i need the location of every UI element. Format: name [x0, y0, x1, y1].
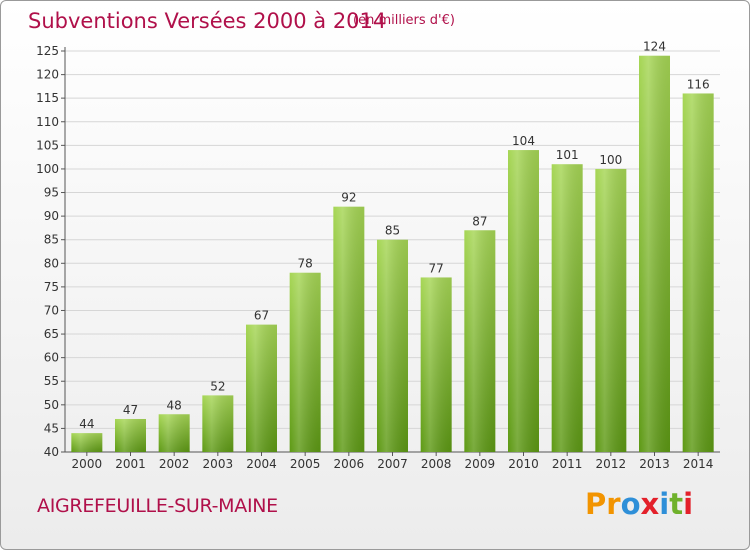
- bar-shine: [115, 418, 146, 452]
- x-tick-label: 2004: [246, 457, 277, 471]
- bar-value-label: 116: [687, 77, 710, 91]
- y-tick-label: 125: [36, 44, 59, 58]
- x-tick-label: 2000: [72, 457, 103, 471]
- x-tick-label: 2001: [115, 457, 146, 471]
- bar-value-label: 78: [298, 257, 313, 271]
- logo-letter: i: [683, 487, 694, 521]
- proxiti-logo: Proxiti: [585, 487, 693, 521]
- bars: 44 47 48 52 67 78 92 85 77 87 104 101 100 124 116: [71, 40, 714, 453]
- y-tick-label: 50: [44, 398, 59, 412]
- bar-value-label: 85: [385, 224, 400, 238]
- chart-title: Subventions Versées 2000 à 2014: [28, 9, 387, 33]
- y-tick-label: 65: [44, 327, 59, 341]
- y-tick-label: 80: [44, 256, 59, 270]
- y-tick-label: 105: [36, 138, 59, 152]
- bar-value-label: 92: [341, 191, 356, 205]
- bar-shine: [333, 206, 365, 452]
- x-tick-label: 2002: [159, 457, 190, 471]
- commune-name: AIGREFEUILLE-SUR-MAINE: [37, 495, 278, 517]
- y-tick-label: 70: [44, 303, 59, 317]
- bar-value-label: 52: [210, 379, 225, 393]
- bar-shine: [158, 414, 190, 452]
- x-tick-label: 2008: [421, 457, 452, 471]
- bar-value-label: 48: [167, 398, 182, 412]
- y-tick-label: 55: [44, 374, 59, 388]
- logo-letter: i: [659, 487, 670, 521]
- y-tick-label: 90: [44, 209, 59, 223]
- bar-value-label: 44: [79, 417, 94, 431]
- bar-shine: [377, 239, 408, 452]
- x-tick-label: 2013: [639, 457, 670, 471]
- bar-shine: [639, 55, 670, 452]
- bar-value-label: 124: [643, 40, 666, 54]
- bar-shine: [595, 168, 627, 453]
- bar-value-label: 47: [123, 403, 138, 417]
- bar-value-label: 77: [429, 261, 444, 275]
- x-tick-label: 2012: [596, 457, 627, 471]
- x-tick-label: 2005: [290, 457, 321, 471]
- x-tick-label: 2011: [552, 457, 583, 471]
- logo-letter: t: [669, 487, 684, 521]
- y-tick-label: 120: [36, 68, 59, 82]
- logo-letter: r: [606, 487, 621, 521]
- chart-subtitle: (en milliers d'€): [353, 13, 455, 28]
- y-tick-label: 115: [36, 91, 59, 105]
- x-tick-label: 2014: [683, 457, 714, 471]
- bar-shine: [246, 324, 277, 452]
- y-tick-label: 95: [44, 186, 59, 200]
- bar-value-label: 87: [472, 214, 487, 228]
- bar-shine: [289, 272, 321, 452]
- logo-letter: o: [620, 487, 641, 521]
- y-tick-label: 100: [36, 162, 59, 176]
- logo-letter: x: [640, 487, 660, 521]
- x-tick-label: 2009: [465, 457, 496, 471]
- y-tick-label: 85: [44, 233, 59, 247]
- bar-shine: [464, 230, 496, 452]
- bar-shine: [508, 150, 539, 452]
- bar-value-label: 100: [599, 153, 622, 167]
- y-tick-label: 110: [36, 115, 59, 129]
- y-tick-label: 75: [44, 280, 59, 294]
- y-tick-label: 60: [44, 351, 59, 365]
- y-tick-label: 45: [44, 421, 59, 435]
- y-tick-labels: 40 45 50 55 60 65 70 75 80 85 90 95 100 105 110 115 120 1…: [36, 44, 59, 459]
- x-tick-label: 2010: [508, 457, 539, 471]
- logo-letter: P: [585, 487, 607, 521]
- bar-shine: [551, 164, 583, 453]
- bar-shine: [202, 395, 234, 452]
- x-tick-label: 2006: [334, 457, 365, 471]
- y-tick-label: 40: [44, 445, 59, 459]
- bar-shine: [682, 93, 714, 452]
- bar-value-label: 104: [512, 134, 535, 148]
- x-tick-labels: 2000 2001 2002 2003 2004 2005 2006 2007 2008 2009…: [72, 457, 714, 471]
- bar-shine: [71, 433, 103, 452]
- bar-value-label: 67: [254, 309, 269, 323]
- x-tick-label: 2007: [377, 457, 408, 471]
- bar-shine: [420, 277, 452, 452]
- x-tick-label: 2003: [203, 457, 234, 471]
- bar-value-label: 101: [556, 148, 579, 162]
